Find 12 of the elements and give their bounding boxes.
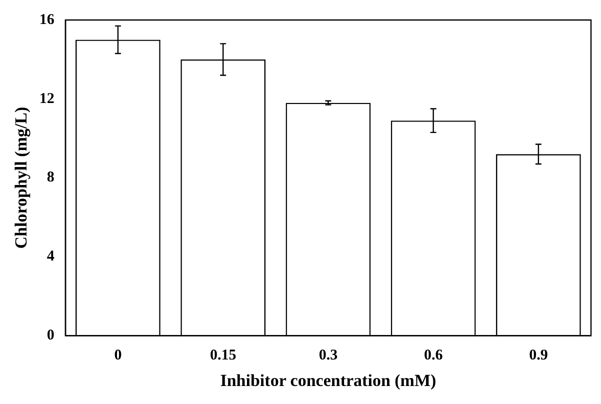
x-tick-label: 0.15	[210, 347, 236, 364]
y-axis-title: Chlorophyll (mg/L)	[12, 106, 31, 249]
y-tick-label: 16	[39, 12, 55, 28]
x-axis-title: Inhibitor concentration (mM)	[220, 371, 436, 390]
x-tick-label: 0.3	[318, 347, 338, 364]
x-tick-label: 0.9	[529, 347, 548, 364]
y-tick-label: 8	[46, 170, 54, 186]
y-tick-label: 12	[39, 90, 54, 107]
x-tick-label: 0.6	[424, 347, 444, 364]
y-tick-label: 4	[46, 248, 55, 265]
y-tick-label: 0	[46, 327, 54, 344]
x-tick-label: 0	[114, 347, 122, 364]
